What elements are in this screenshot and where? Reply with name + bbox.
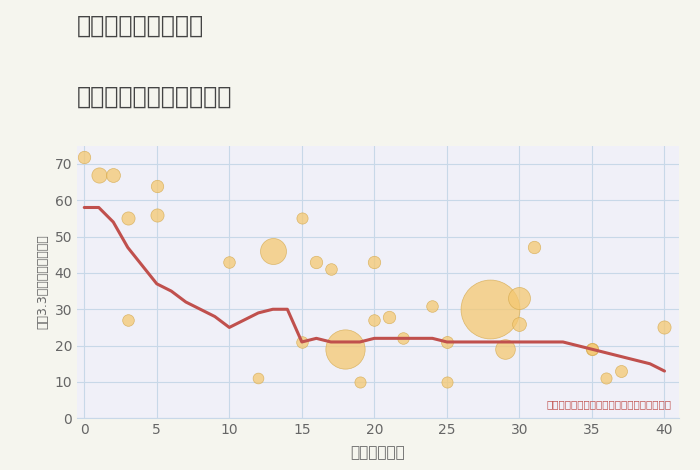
Point	[659, 324, 670, 331]
Point	[311, 258, 322, 266]
Point	[601, 375, 612, 382]
Point	[326, 266, 337, 273]
Point	[485, 306, 496, 313]
Point	[108, 171, 119, 179]
Point	[369, 258, 380, 266]
Point	[514, 320, 525, 328]
Point	[528, 244, 540, 251]
Point	[93, 171, 104, 179]
Point	[427, 302, 438, 309]
Point	[151, 182, 162, 189]
Point	[78, 153, 90, 160]
Point	[122, 215, 134, 222]
Point	[587, 345, 598, 353]
Point	[587, 345, 598, 353]
Point	[296, 338, 307, 346]
Text: 円の大きさは、取引のあった物件面積を示す: 円の大きさは、取引のあった物件面積を示す	[547, 399, 672, 409]
Point	[499, 345, 510, 353]
Point	[267, 247, 279, 255]
Point	[354, 378, 365, 386]
X-axis label: 築年数（年）: 築年数（年）	[351, 446, 405, 461]
Point	[151, 211, 162, 219]
Point	[224, 258, 235, 266]
Point	[340, 345, 351, 353]
Point	[384, 313, 395, 320]
Point	[441, 378, 452, 386]
Text: 兵庫県豊岡市三宅の: 兵庫県豊岡市三宅の	[77, 14, 204, 38]
Point	[296, 215, 307, 222]
Point	[253, 375, 264, 382]
Point	[398, 335, 409, 342]
Point	[441, 338, 452, 346]
Point	[514, 295, 525, 302]
Point	[122, 316, 134, 324]
Point	[615, 367, 626, 375]
Y-axis label: 坪（3.3㎡）単価（万円）: 坪（3.3㎡）単価（万円）	[36, 235, 49, 329]
Point	[369, 316, 380, 324]
Text: 築年数別中古戸建て価格: 築年数別中古戸建て価格	[77, 85, 232, 109]
